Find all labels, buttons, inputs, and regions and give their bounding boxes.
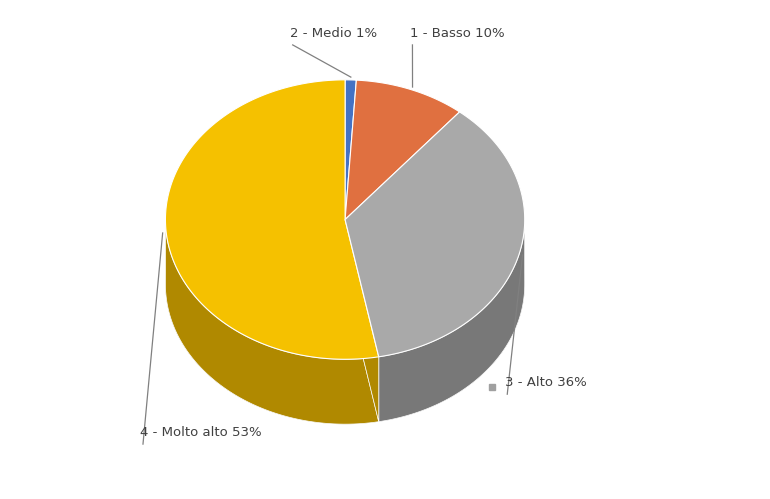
Text: 4 - Molto alto 53%: 4 - Molto alto 53%: [140, 426, 262, 439]
Polygon shape: [345, 80, 357, 220]
Text: 3 - Alto 36%: 3 - Alto 36%: [505, 376, 587, 389]
Polygon shape: [379, 219, 524, 422]
Text: 2 - Medio 1%: 2 - Medio 1%: [290, 27, 377, 40]
Polygon shape: [345, 220, 379, 422]
Text: 1 - Basso 10%: 1 - Basso 10%: [410, 27, 504, 40]
Polygon shape: [345, 80, 460, 220]
Polygon shape: [166, 80, 379, 359]
Ellipse shape: [166, 145, 524, 424]
Polygon shape: [166, 219, 379, 424]
Polygon shape: [345, 220, 379, 422]
Polygon shape: [345, 112, 524, 357]
